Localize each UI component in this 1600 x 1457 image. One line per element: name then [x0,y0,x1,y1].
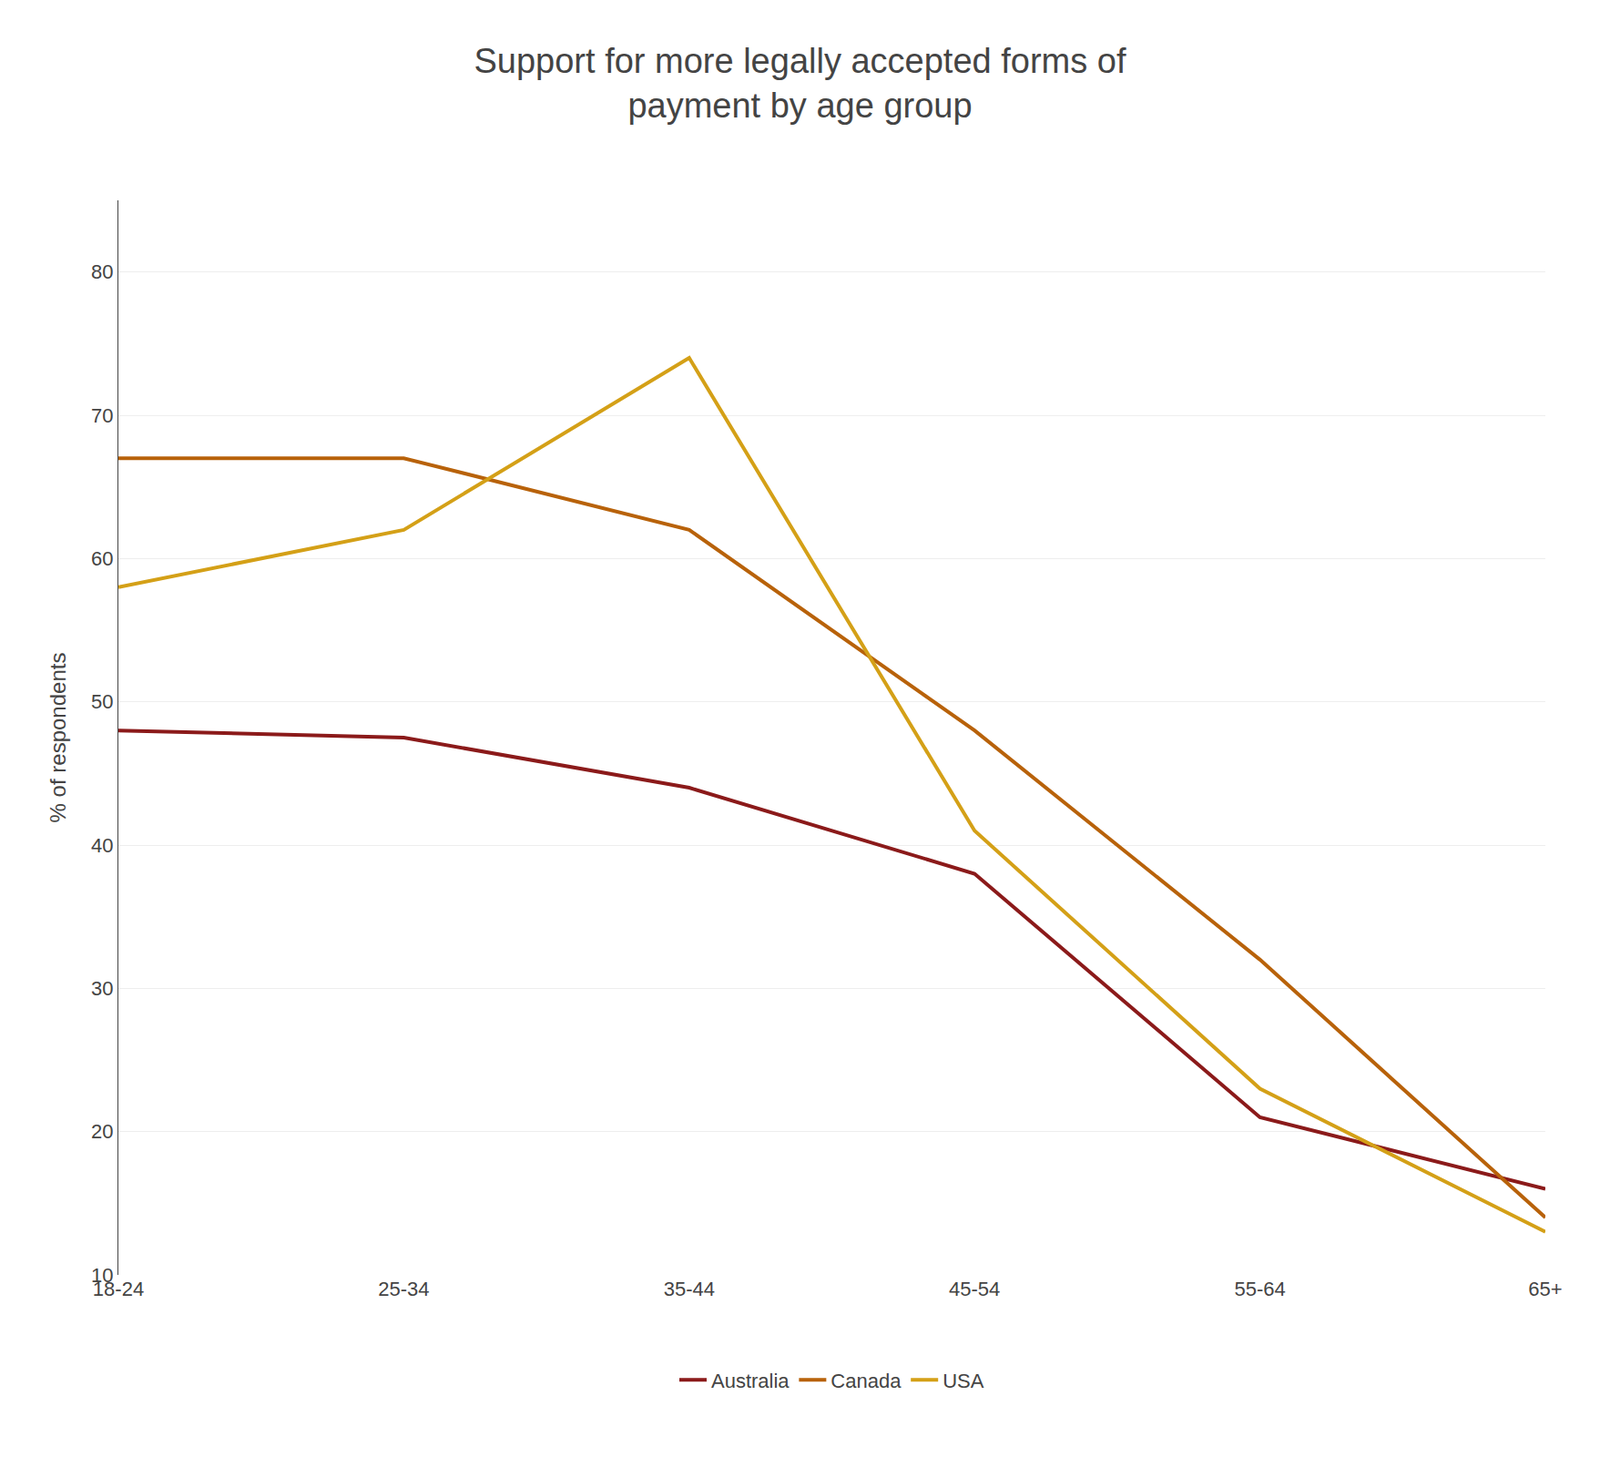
svg-text:Canada: Canada [830,1369,902,1393]
svg-text:70: 70 [91,404,113,428]
svg-text:55-64: 55-64 [1233,1277,1285,1301]
svg-text:65+: 65+ [1528,1277,1562,1301]
svg-text:45-54: 45-54 [948,1277,1000,1301]
svg-text:25-34: 25-34 [377,1277,429,1301]
svg-text:20: 20 [91,1120,113,1143]
svg-text:% of respondents: % of respondents [45,652,71,824]
svg-text:USA: USA [942,1369,985,1393]
svg-text:10: 10 [91,1263,113,1287]
svg-text:60: 60 [91,547,113,571]
svg-text:18-24: 18-24 [92,1277,144,1301]
svg-text:50: 50 [91,690,113,714]
svg-text:35-44: 35-44 [663,1277,715,1301]
svg-text:80: 80 [91,260,113,284]
svg-text:30: 30 [91,977,113,1000]
svg-text:40: 40 [91,834,113,857]
svg-text:Support for more legally accep: Support for more legally accepted forms … [473,41,1126,125]
svg-text:Australia: Australia [711,1369,790,1393]
